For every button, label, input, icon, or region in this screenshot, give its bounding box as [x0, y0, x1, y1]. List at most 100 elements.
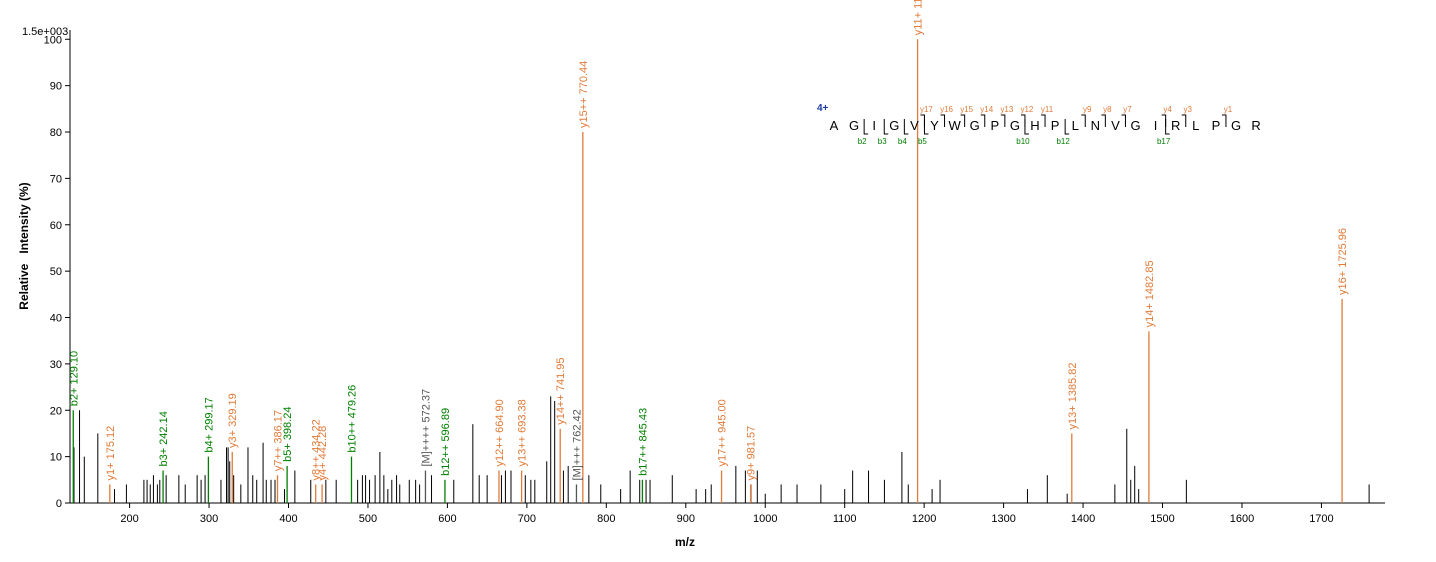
b-ion-bracket	[923, 119, 929, 135]
b-ion-label: b17	[1157, 137, 1171, 146]
peak-label: y3+ 329.19	[227, 393, 239, 448]
peak-label: y17++ 945.00	[717, 399, 729, 466]
x-tick-label: 1700	[1309, 513, 1333, 525]
sequence-residue: G	[849, 118, 859, 133]
y-ion-bracket	[1000, 114, 1006, 127]
peak-label: b4+ 299.17	[203, 397, 215, 452]
y-ion-bracket	[1101, 114, 1106, 127]
sequence-residue: V	[1111, 118, 1120, 133]
sequence-residue: P	[1212, 118, 1221, 133]
peak-label: y13++ 693.38	[517, 399, 529, 466]
b-ion-bracket	[1165, 119, 1170, 135]
intensity-scale-label: 1.5e+003	[22, 26, 68, 38]
x-tick-label: 1500	[1150, 513, 1174, 525]
y-ion-label: y4	[1163, 105, 1172, 114]
sequence-residue: P	[1051, 118, 1060, 133]
y-tick-label: 10	[50, 452, 62, 464]
x-tick-label: 900	[677, 513, 695, 525]
y-tick-label: 50	[50, 266, 62, 278]
peak-label: [M]++++ 572.37	[420, 389, 432, 467]
x-tick-label: 1000	[753, 513, 777, 525]
y-ion-bracket	[1020, 114, 1026, 127]
sequence-residue: N	[1091, 118, 1100, 133]
y-ion-label: y15	[960, 105, 973, 114]
x-tick-label: 1300	[991, 513, 1015, 525]
axes: 0 10 20 30 40 50 60 70 80 90 100 200 300 400 500 600 700…	[44, 30, 1385, 525]
peak-label: b12++ 596.89	[440, 408, 452, 476]
y-ion-bracket	[1221, 114, 1227, 127]
b-ion-label: b12	[1056, 137, 1070, 146]
b-ion-label: b3	[878, 137, 887, 146]
x-tick-label: 400	[279, 513, 297, 525]
charge-state-label: 4+	[817, 103, 829, 114]
y-ion-bracket	[1121, 114, 1126, 127]
y-tick-label: 80	[50, 127, 62, 139]
sequence-residue: G	[1130, 118, 1140, 133]
sequence-residue: P	[990, 118, 999, 133]
b-ion-label: b10	[1016, 137, 1030, 146]
peak-label: y9+ 981.57	[746, 426, 758, 481]
x-tick-label: 1200	[912, 513, 936, 525]
y-ion-bracket	[1041, 114, 1046, 127]
sequence-residue: L	[1072, 118, 1079, 133]
peak-label: b10++ 479.26	[346, 385, 358, 453]
peak-label: b3+ 242.14	[158, 411, 170, 466]
b-ion-bracket	[1024, 119, 1029, 135]
y-ion-bracket	[1161, 114, 1167, 127]
b-ion-label: b5	[918, 137, 927, 146]
y-ion-bracket	[980, 114, 986, 127]
b-ion-bracket	[883, 119, 889, 135]
peak-labels-layer: b2+ 129.10 y1+ 175.12 b3+ 242.14 b4+ 299.17…	[68, 0, 1349, 480]
sequence-residue: H	[1030, 118, 1039, 133]
y-tick-label: 60	[50, 220, 62, 232]
y-ion-label: y8	[1103, 105, 1112, 114]
peak-label: y8++ 434.22	[311, 419, 323, 480]
y-ion-bracket	[960, 114, 966, 127]
y-tick-label: 0	[56, 498, 62, 510]
y-ion-label: y7	[1123, 105, 1132, 114]
x-tick-label: 600	[438, 513, 456, 525]
sequence-residue: G	[1231, 118, 1241, 133]
x-axis-title: m/z	[675, 535, 695, 549]
sequence-residue: G	[889, 118, 899, 133]
y-ion-bracket	[1081, 114, 1086, 127]
sequence-residue: G	[970, 118, 980, 133]
sequence-residue: G	[1010, 118, 1020, 133]
x-tick-label: 800	[597, 513, 615, 525]
y-ion-label: y13	[1000, 105, 1013, 114]
sequence-residue: R	[1171, 118, 1180, 133]
peak-label: y12++ 664.90	[494, 399, 506, 466]
peak-label: y14+ 1482.85	[1144, 260, 1156, 327]
x-tick-label: 1100	[833, 513, 857, 525]
peak-label: y14++ 741.95	[555, 358, 567, 425]
sequence-residue: L	[1192, 118, 1199, 133]
y-ion-label: y1	[1224, 105, 1233, 114]
y-tick-label: 20	[50, 405, 62, 417]
x-tick-label: 200	[120, 513, 138, 525]
y-axis-title: Relative Intensity (%)	[17, 182, 31, 309]
y-tick-label: 40	[50, 313, 62, 325]
y-tick-label: 100	[44, 34, 62, 46]
y-tick-label: 70	[50, 173, 62, 185]
peak-label: y16+ 1725.96	[1337, 228, 1349, 295]
y-ion-bracket	[920, 114, 925, 127]
peak-label: y15++ 770.44	[578, 61, 590, 128]
y-ion-bracket	[940, 114, 946, 127]
b-ion-bracket	[1064, 119, 1070, 135]
peaks-layer	[72, 39, 1370, 503]
sequence-residue: I	[1154, 118, 1158, 133]
peak-label: y1+ 175.12	[105, 426, 117, 481]
sequence-residue: Y	[930, 118, 939, 133]
peak-label: y4+ 442.28	[317, 426, 329, 481]
y-ion-label: y12	[1020, 105, 1033, 114]
y-ion-label: y3	[1184, 105, 1193, 114]
y-ion-label: y14	[980, 105, 993, 114]
x-tick-label: 500	[359, 513, 377, 525]
peak-label: b2+ 129.10	[68, 351, 80, 406]
peak-label: y7++ 386.17	[273, 410, 285, 471]
y-tick-label: 90	[50, 81, 62, 93]
y-ion-bracket	[1181, 114, 1187, 127]
peak-label: y11+ 1191.73	[913, 0, 925, 35]
